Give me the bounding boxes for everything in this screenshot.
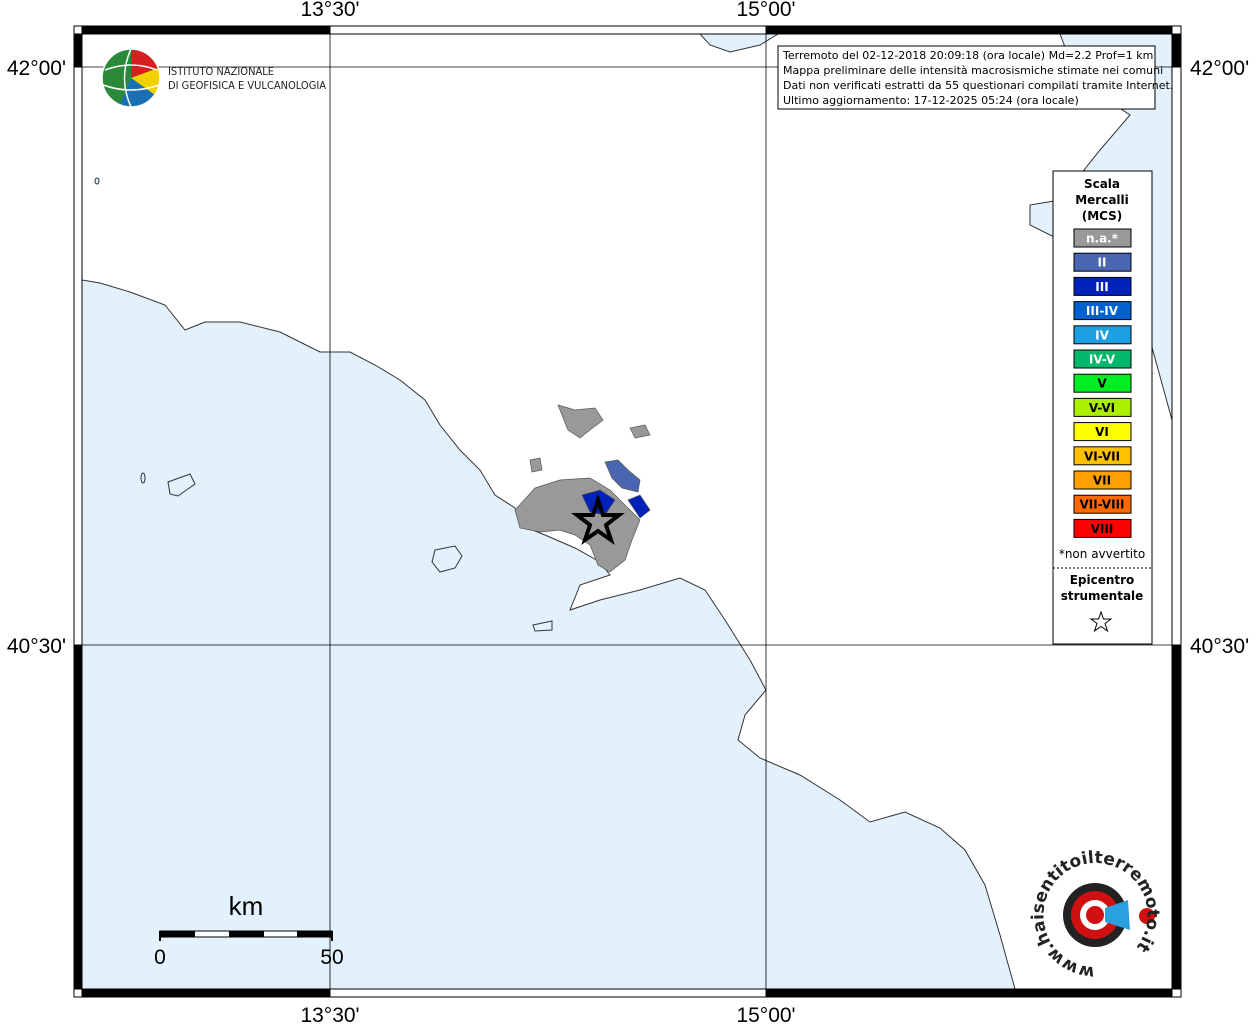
info-line: Mappa preliminare delle intensità macros… [783, 64, 1163, 77]
legend-swatch [1073, 470, 1132, 490]
legend-title: Mercalli [1075, 193, 1129, 207]
lat-label: 42°00' [1190, 57, 1249, 80]
epicentre-star [571, 493, 625, 546]
legend-title: Scala [1084, 177, 1120, 191]
legend-swatch [1073, 276, 1132, 296]
legend-epicentre: Epicentro [1070, 573, 1135, 587]
legend-label: VI [1095, 425, 1109, 439]
logo-text: DI GEOFISICA E VULCANOLOGIA [168, 79, 326, 92]
legend-star [1089, 610, 1113, 633]
sea [81, 279, 1016, 990]
legend-swatch [1073, 373, 1132, 393]
legend-label: VI-VII [1084, 449, 1120, 463]
info-line: Terremoto del 02-12-2018 20:09:18 (ora l… [782, 49, 1153, 62]
lon-label: 15°00' [736, 1004, 795, 1024]
info-line: Ultimo aggiornamento: 17-12-2025 05:24 (… [783, 94, 1079, 107]
legend-swatch [1073, 518, 1132, 538]
legend-note: *non avvertito [1059, 547, 1145, 561]
lat-label: 40°30' [7, 635, 66, 658]
legend-label: VII-VIII [1079, 498, 1124, 512]
legend-swatch [1073, 397, 1132, 417]
info-box [777, 45, 1156, 110]
info-line: Dati non verificati estratti da 55 quest… [783, 79, 1173, 92]
graticule [82, 34, 1172, 989]
legend: ScalaMercalli(MCS)n.a.*IIIIIIII-IVIVIV-V… [1053, 177, 1152, 633]
legend-swatch [1073, 422, 1132, 442]
scale-label: 0 [154, 946, 166, 969]
legend-swatch [1073, 228, 1132, 248]
legend-swatch [1073, 325, 1132, 345]
legend-label: IV-V [1089, 353, 1116, 367]
legend-swatch [1073, 446, 1132, 466]
legend-title: (MCS) [1082, 209, 1123, 223]
legend-swatch [1073, 301, 1132, 321]
logo-text: ISTITUTO NAZIONALE [168, 65, 274, 78]
legend-label: III [1095, 280, 1108, 294]
legend-label: III-IV [1086, 304, 1119, 318]
scale-bar: km 0 50 [154, 891, 344, 969]
legend-label: VIII [1091, 522, 1114, 536]
frame [73, 25, 1182, 998]
legend-label: IV [1095, 328, 1109, 342]
municipalities [514, 404, 651, 573]
lat-label: 42°00' [7, 57, 66, 80]
scale-unit: km [229, 891, 264, 921]
ingv-logo: ISTITUTO NAZIONALE DI GEOFISICA E VULCAN… [101, 48, 326, 108]
legend-label: II [1098, 256, 1107, 270]
scale-label: 50 [320, 946, 343, 969]
legend-label: V [1097, 377, 1107, 391]
islands [94, 177, 553, 632]
info-text: Terremoto del 02-12-2018 20:09:18 (ora l… [782, 49, 1173, 107]
lon-label: 13°30' [300, 1004, 359, 1024]
lon-label: 15°00' [736, 0, 795, 21]
legend-epicentre: strumentale [1061, 589, 1144, 603]
lat-label: 40°30' [1190, 635, 1249, 658]
legend-swatch [1073, 349, 1132, 369]
legend-label: V-VI [1089, 401, 1115, 415]
legend-swatch [1073, 494, 1132, 514]
legend-swatch [1073, 252, 1132, 272]
legend-label: VII [1093, 474, 1111, 488]
legend-label: n.a.* [1086, 232, 1119, 246]
lon-label: 13°30' [300, 0, 359, 21]
